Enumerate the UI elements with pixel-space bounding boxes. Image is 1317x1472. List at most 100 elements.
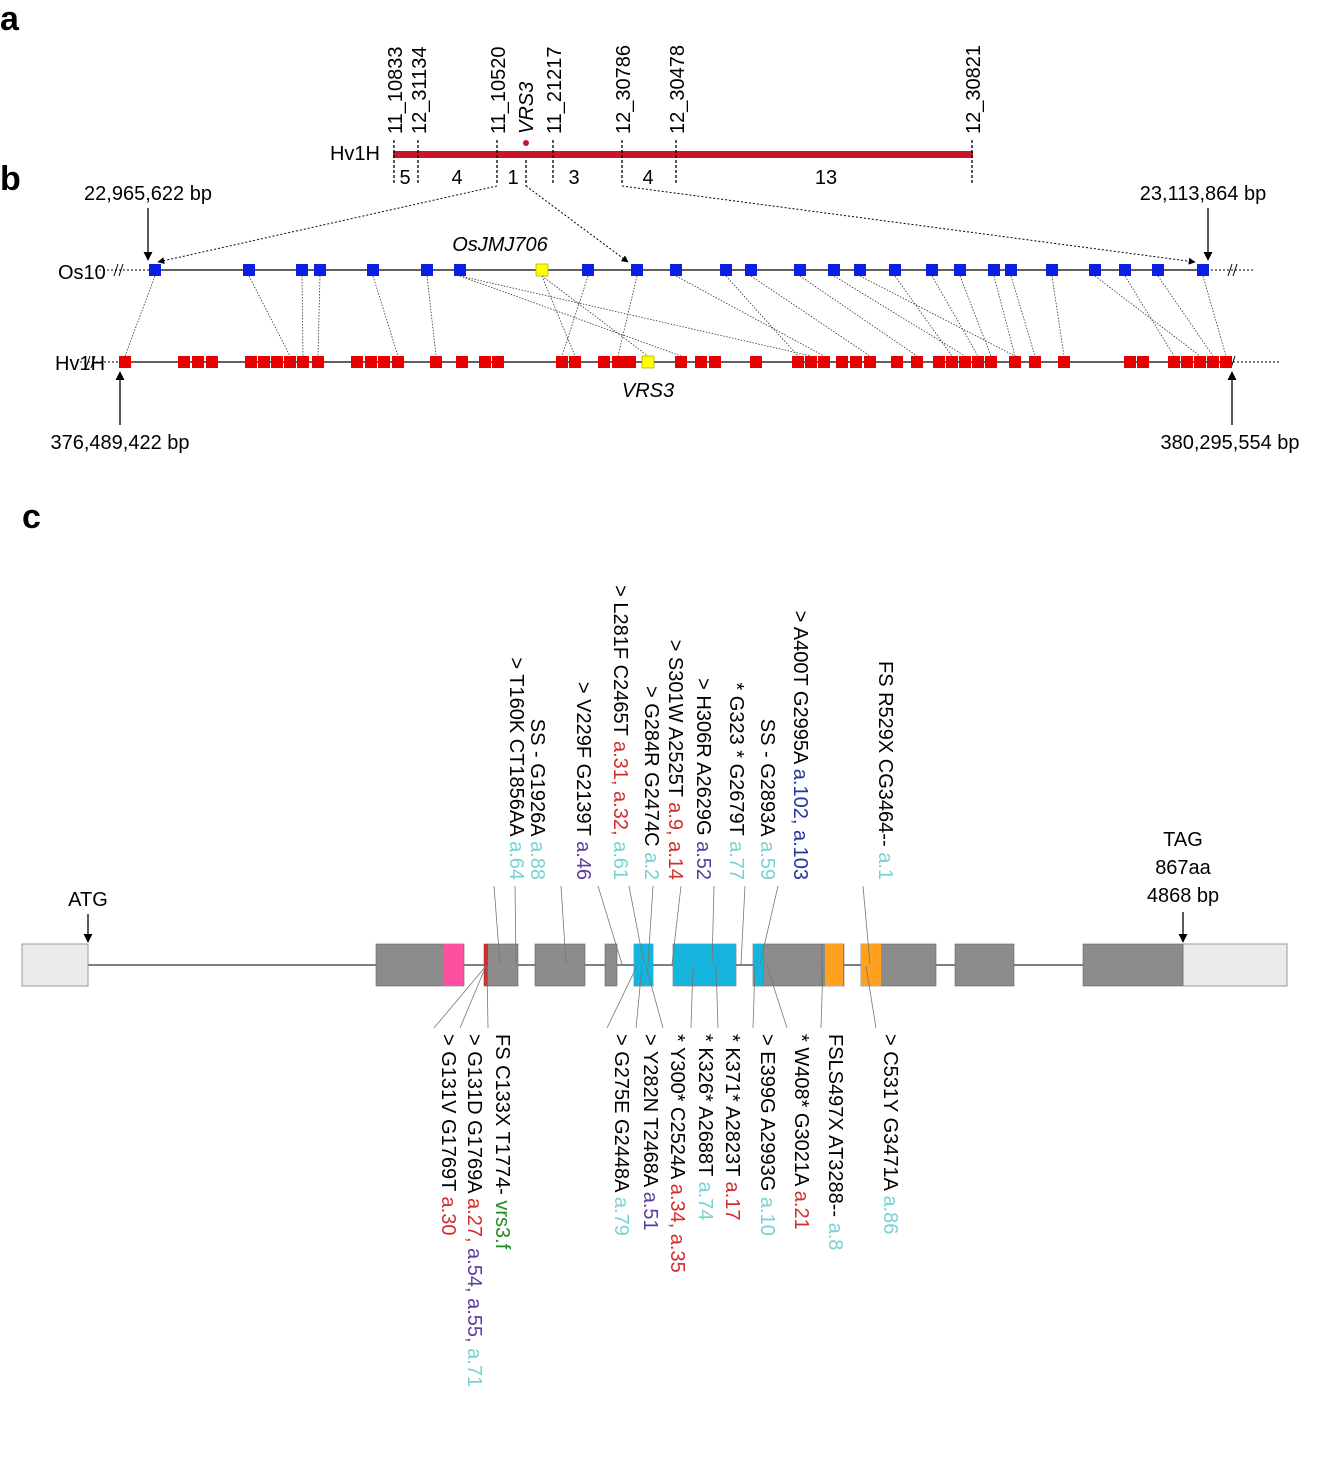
mutation-connector [865, 965, 877, 1029]
osjmj706-gene-label: OsJMJ706 [452, 234, 548, 256]
allele-label: a.51 [639, 1192, 661, 1231]
mutation-connector [766, 965, 788, 1029]
mutation-text: * K326* A2688T [694, 1034, 716, 1182]
synteny-link [859, 275, 1016, 357]
recombinant-count: 5 [399, 167, 410, 189]
mutation-text: * Y300* C2524A [666, 1034, 688, 1184]
barley-gene-box [891, 356, 903, 368]
mutation-connector [635, 965, 643, 1029]
exon-box [1082, 943, 1184, 987]
barley-gene-box [805, 356, 817, 368]
exon-box [604, 943, 618, 987]
rice-gene-box [1119, 264, 1131, 276]
map-to-rice-link-middle [525, 185, 629, 263]
barley-gene-box [271, 356, 283, 368]
allele-label: a.71 [463, 1343, 485, 1387]
synteny-link [1010, 275, 1036, 357]
mutation-text: > S301W A2525T [664, 640, 686, 803]
allele-label: a.8 [824, 1223, 846, 1251]
rice-gene-box [745, 264, 757, 276]
barley-gene-box [750, 356, 762, 368]
os10-label: Os10 [58, 262, 106, 284]
mutation-connector [459, 965, 487, 1029]
mutation-label: > C531Y G3471A a.86 [879, 1034, 901, 1234]
barley-gene-box [492, 356, 504, 368]
synteny-link [993, 275, 1016, 357]
rice-gene-box [889, 264, 901, 276]
mutation-connector [514, 885, 517, 965]
synteny-link [426, 275, 437, 357]
allele-label: a.2 [640, 852, 662, 880]
mutation-text: * W408* G3021A [790, 1034, 812, 1191]
barley-gene-box [284, 356, 296, 368]
mutation-label: > G275E G2448A a.79 [610, 1034, 632, 1236]
mutation-label: > A400T G2995A a.102, a.103 [789, 611, 811, 880]
synteny-link [799, 275, 918, 357]
synteny-link [372, 275, 399, 357]
allele-label: a.17 [721, 1182, 743, 1221]
break-mark [1227, 263, 1233, 277]
mutation-text: > Y282N T2468A [639, 1034, 661, 1192]
barley-gene-box [946, 356, 958, 368]
barley-gene-box [675, 356, 687, 368]
barley-gene-box [569, 356, 581, 368]
rice-gene-box [421, 264, 433, 276]
domain-red [484, 944, 488, 986]
rice-gene-box [243, 264, 255, 276]
recombinant-count: 3 [568, 167, 579, 189]
allele-label: a.74 [694, 1182, 716, 1221]
break-mark [118, 263, 124, 277]
barley-gene-box [709, 356, 721, 368]
barley-gene-box [479, 356, 491, 368]
marker-label: 12_30786 [613, 45, 635, 134]
domain-orange [825, 944, 843, 986]
mutation-text: * K371* A2823T [721, 1034, 743, 1182]
allele-label: a.86 [879, 1195, 901, 1234]
barley-gene-box [864, 356, 876, 368]
os10-left-coordinate: 22,965,622 bp [84, 183, 212, 205]
mutation-connector [628, 885, 645, 965]
synteny-link [541, 275, 649, 357]
mutation-connector [486, 965, 489, 1029]
break-mark [1232, 263, 1238, 277]
domain-pink [444, 944, 463, 986]
barley-gene-box [351, 356, 363, 368]
mutation-label: FSLS497X AT3288-- a.8 [824, 1034, 846, 1250]
protein-length-label: 867aa [1155, 857, 1211, 879]
mutation-label: > E399G A2993G a.10 [756, 1034, 778, 1236]
mutation-connector [711, 885, 715, 965]
mutation-text: > G131D G1769A [463, 1034, 485, 1198]
mutation-text: > G284R G2474C [640, 686, 662, 852]
utr-5prime [21, 943, 89, 987]
synteny-link [1094, 275, 1201, 357]
rice-gene-box [670, 264, 682, 276]
allele-label: a.31, a.32, [609, 741, 631, 836]
barley-gene-box [612, 356, 624, 368]
mutation-connector [645, 965, 664, 1029]
rice-gene-box [1005, 264, 1017, 276]
mutation-label: SS - G1926A a.88 [526, 719, 548, 880]
hv1h-map-label: Hv1H [330, 143, 380, 165]
mutation-label: SS - G2893A a.59 [756, 719, 778, 880]
mutation-text: > H306R A2629G [692, 678, 714, 841]
mutation-text: > L281F C2465T [609, 585, 631, 741]
allele-label: a.1 [874, 852, 896, 880]
marker-label: 12_31134 [409, 47, 431, 135]
domain-orange [861, 944, 881, 986]
synteny-link [317, 275, 321, 357]
mutation-connector [597, 885, 623, 965]
allele-label: a.64 [505, 841, 527, 880]
mutation-connector [606, 965, 638, 1029]
mutation-label: > G131V G1769T a.30 [437, 1034, 459, 1235]
exon-box [534, 943, 586, 987]
mutation-label: > L281F C2465T a.31, a.32, a.61 [609, 585, 631, 880]
mutation-label: * K326* A2688T a.74 [694, 1034, 716, 1220]
hv1h-label: Hv1H [55, 353, 105, 375]
mutation-text: * G323 * G2679T [725, 682, 747, 841]
allele-label: a.88 [526, 841, 548, 880]
vrs3-position-dot [523, 140, 529, 146]
mutation-label: * Y300* C2524A a.34, a.35 [666, 1034, 688, 1273]
barley-gene-box [245, 356, 257, 368]
allele-label: a.59 [756, 841, 778, 880]
